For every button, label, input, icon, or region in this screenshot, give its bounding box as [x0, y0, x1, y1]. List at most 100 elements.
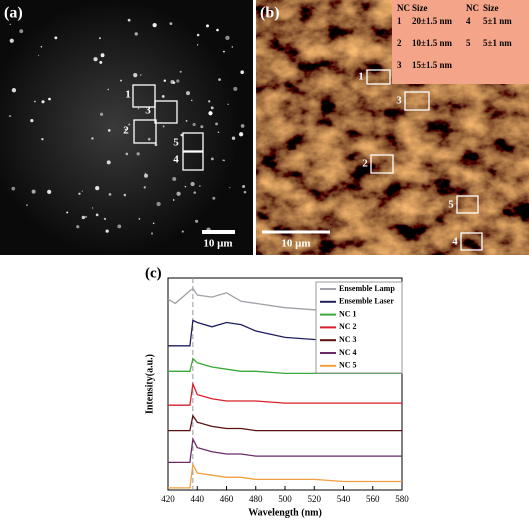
spot [233, 86, 238, 91]
table-cell: 5±1 nm [483, 16, 512, 26]
spot [229, 187, 231, 189]
spot [193, 191, 196, 194]
spot [125, 152, 129, 156]
roi-number: 2 [362, 158, 368, 170]
roi-number: 1 [125, 89, 131, 101]
size-table [392, 0, 529, 84]
spot [147, 137, 151, 141]
roi-number: 3 [145, 105, 151, 117]
roi-number: 2 [123, 125, 129, 137]
spot [190, 99, 193, 102]
legend-label: NC 3 [339, 335, 357, 344]
panel-label: (a) [4, 5, 23, 22]
spot [128, 123, 131, 126]
spot [41, 138, 44, 141]
table-cell: 4 [466, 16, 471, 26]
roi-number: 4 [452, 236, 458, 248]
spot [8, 114, 12, 118]
spot [92, 207, 94, 209]
spot [186, 91, 190, 96]
x-tick-label: 420 [161, 494, 175, 504]
spot [154, 143, 158, 147]
spot [223, 159, 226, 162]
spot [206, 24, 209, 28]
spot [152, 222, 155, 225]
spot [9, 23, 11, 26]
spot [31, 189, 36, 194]
spot [194, 219, 199, 223]
spot [98, 37, 101, 40]
spot [76, 225, 80, 229]
legend-label: NC 1 [339, 309, 357, 318]
spot [184, 185, 187, 188]
table-header: NC [466, 3, 479, 13]
spot [107, 129, 111, 132]
legend-label: NC 2 [339, 322, 357, 331]
spot [176, 191, 181, 196]
spot [11, 186, 16, 191]
table-header: Size [412, 3, 428, 13]
spot [54, 36, 58, 40]
spot [124, 128, 127, 131]
spot [172, 176, 177, 181]
spectrum-line [168, 381, 402, 406]
spot [240, 70, 245, 75]
spot [127, 18, 131, 22]
spot [181, 230, 184, 233]
spot [81, 215, 86, 220]
spot [95, 213, 99, 217]
spot [37, 54, 40, 56]
spot [192, 122, 196, 127]
spot [78, 192, 81, 195]
spot [138, 218, 141, 220]
legend-label: NC 4 [339, 348, 357, 357]
table-cell: 3 [397, 60, 402, 70]
x-tick-label: 580 [395, 494, 409, 504]
spot [144, 173, 148, 178]
spot [238, 132, 244, 137]
spot [95, 185, 100, 191]
roi-number: 1 [358, 71, 364, 83]
spot [120, 79, 122, 82]
spot [176, 79, 180, 83]
panel-a: (a) 10 μm 1 3 2 5 4 [0, 0, 253, 255]
spot [103, 217, 107, 221]
scale-text: 10 μm [281, 238, 310, 250]
roi-box [133, 119, 157, 144]
spot [134, 32, 138, 36]
spot [48, 97, 51, 101]
spot [227, 103, 229, 106]
x-tick-label: 500 [278, 494, 292, 504]
roi-box [366, 69, 391, 85]
spot [123, 193, 127, 197]
spot [11, 88, 17, 93]
spot [169, 22, 173, 26]
spot [19, 29, 24, 34]
spot [81, 190, 83, 192]
spot [133, 73, 138, 78]
table-cell: 20±1.5 nm [412, 16, 452, 26]
spot [208, 100, 211, 103]
x-tick-label: 460 [220, 494, 234, 504]
spot [179, 70, 182, 73]
table-header: Size [483, 3, 499, 13]
spot [99, 112, 104, 116]
spot [106, 160, 111, 165]
table-cell: 10±1.5 nm [412, 38, 452, 48]
spot [41, 100, 45, 104]
table-cell: 15±1.5 nm [412, 60, 452, 70]
spot [180, 133, 183, 137]
spot [210, 157, 214, 161]
spot [150, 232, 154, 235]
spot [172, 81, 176, 84]
roi-box [132, 84, 156, 108]
spot [100, 53, 105, 58]
x-tick-label: 540 [337, 494, 351, 504]
table-cell: 5 [466, 38, 471, 48]
spot [143, 186, 146, 189]
spot [163, 79, 166, 82]
spot [140, 74, 142, 76]
spot [26, 204, 28, 206]
panel-label: (c) [145, 265, 162, 281]
roi-number: 4 [173, 154, 179, 166]
